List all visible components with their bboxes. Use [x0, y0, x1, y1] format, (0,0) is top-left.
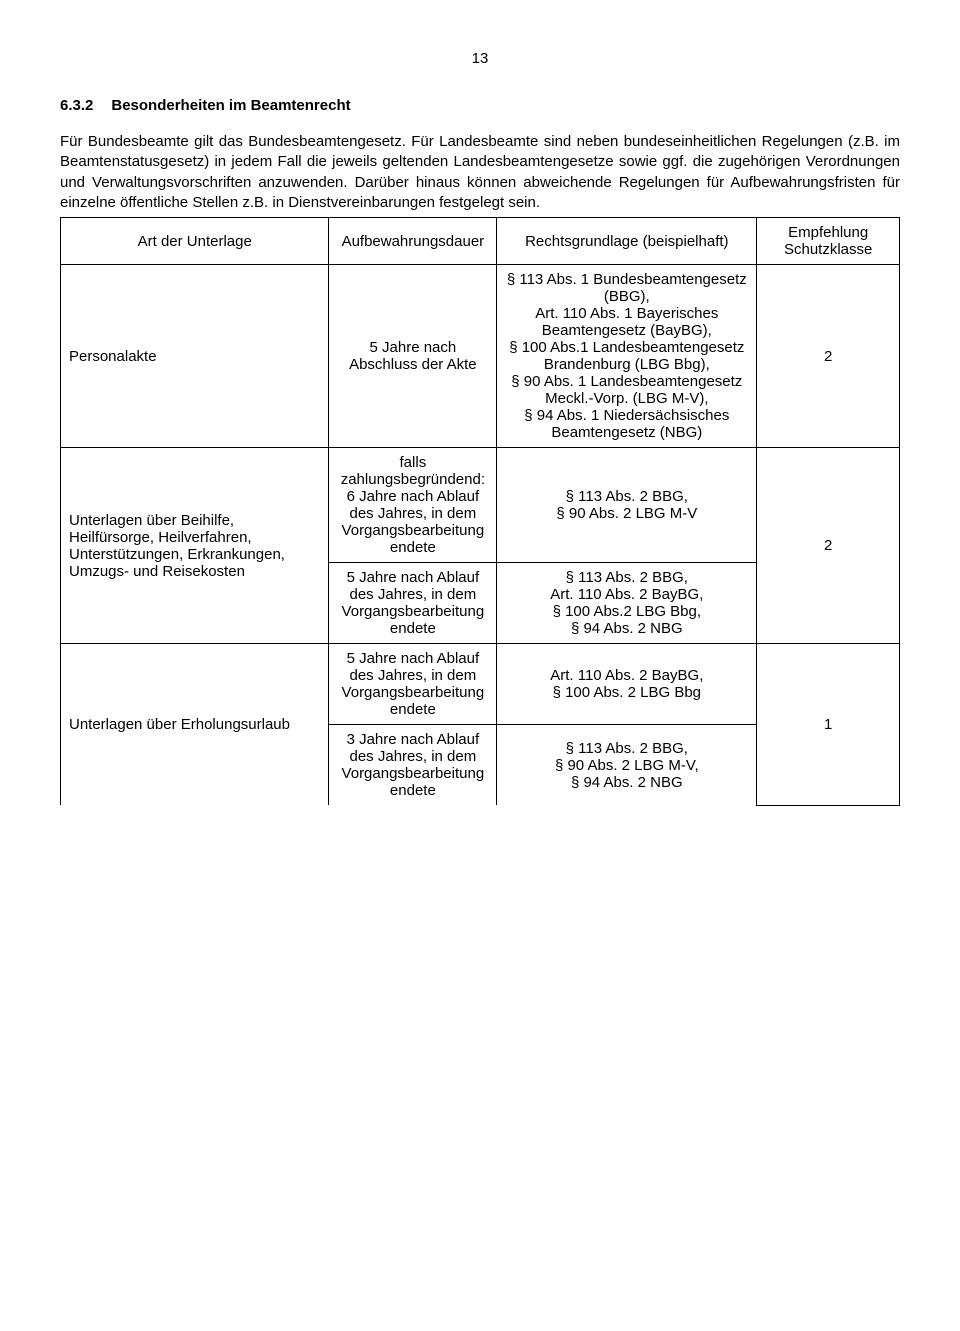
cell-art: Unterlagen über Erholungsurlaub [61, 644, 329, 806]
cell-dauer: falls zahlungsbegründend: 6 Jahre nach A… [329, 448, 497, 563]
cell-art: Unterlagen über Beihilfe, Heilfürsorge, … [61, 448, 329, 644]
cell-emp: 2 [757, 265, 900, 448]
cell-dauer: 3 Jahre nach Ablauf des Jahres, in dem V… [329, 725, 497, 806]
cell-grund: § 113 Abs. 2 BBG,Art. 110 Abs. 2 BayBG,§… [497, 563, 757, 644]
retention-table: Art der Unterlage Aufbewahrungsdauer Rec… [60, 217, 900, 806]
section-title: Besonderheiten im Beamtenrecht [111, 97, 350, 114]
col-grund: Rechtsgrundlage (beispielhaft) [497, 218, 757, 265]
section-number: 6.3.2 [60, 97, 93, 114]
table-row: Unterlagen über Erholungsurlaub 5 Jahre … [61, 644, 900, 725]
intro-paragraph: Für Bundesbeamte gilt das Bundesbeamteng… [60, 132, 900, 213]
col-art: Art der Unterlage [61, 218, 329, 265]
cell-grund: § 113 Abs. 2 BBG,§ 90 Abs. 2 LBG M-V,§ 9… [497, 725, 757, 806]
cell-art: Personalakte [61, 265, 329, 448]
cell-grund: § 113 Abs. 2 BBG,§ 90 Abs. 2 LBG M-V [497, 448, 757, 563]
col-emp: Empfehlung Schutzklasse [757, 218, 900, 265]
table-header-row: Art der Unterlage Aufbewahrungsdauer Rec… [61, 218, 900, 265]
cell-dauer: 5 Jahre nach Ablauf des Jahres, in dem V… [329, 563, 497, 644]
cell-emp: 2 [757, 448, 900, 644]
table-row: Personalakte 5 Jahre nach Abschluss der … [61, 265, 900, 448]
cell-grund: § 113 Abs. 1 Bundesbeamtengesetz (BBG),A… [497, 265, 757, 448]
col-dauer: Aufbewahrungsdauer [329, 218, 497, 265]
section-heading: 6.3.2 Besonderheiten im Beamtenrecht [60, 97, 900, 114]
cell-emp: 1 [757, 644, 900, 806]
cell-dauer: 5 Jahre nach Abschluss der Akte [329, 265, 497, 448]
cell-grund: Art. 110 Abs. 2 BayBG,§ 100 Abs. 2 LBG B… [497, 644, 757, 725]
cell-dauer: 5 Jahre nach Ablauf des Jahres, in dem V… [329, 644, 497, 725]
page-number: 13 [60, 50, 900, 67]
table-row: Unterlagen über Beihilfe, Heilfürsorge, … [61, 448, 900, 563]
